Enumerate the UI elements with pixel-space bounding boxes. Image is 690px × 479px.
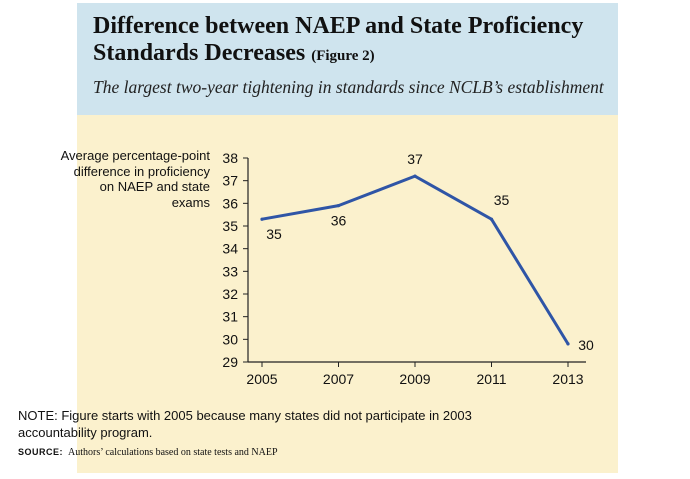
y-tick-label: 33 <box>222 263 238 279</box>
figure-source: SOURCE: Authors’ calculations based on st… <box>18 447 533 458</box>
figure-panel: Difference between NAEP and State Profic… <box>77 3 618 473</box>
data-label: 35 <box>494 192 510 208</box>
data-label: 36 <box>331 213 347 229</box>
source-text: Authors’ calculations based on state tes… <box>68 447 278 458</box>
y-tick-label: 35 <box>222 218 238 234</box>
chart-axes: 29 30 31 32 33 34 35 36 37 38 2005 2007 2009 2011 2013 <box>222 150 586 387</box>
chart-series <box>260 174 570 346</box>
figure-subtitle: The largest two-year tightening in stand… <box>93 77 604 97</box>
y-tick-label: 37 <box>222 173 238 189</box>
figure-label: (Figure 2) <box>311 48 375 64</box>
y-axis-label: Average percentage-point difference in p… <box>60 148 210 210</box>
source-label: SOURCE: <box>18 447 64 457</box>
data-point <box>413 174 417 178</box>
figure-title: Difference between NAEP and State Profic… <box>93 13 608 70</box>
x-tick-label: 2013 <box>552 371 583 387</box>
title-text: Difference between NAEP and State Profic… <box>93 13 584 66</box>
data-label: 35 <box>266 226 282 242</box>
figure-header: Difference between NAEP and State Profic… <box>77 3 618 115</box>
data-label: 37 <box>407 151 423 167</box>
chart-data-labels: 35 36 37 35 30 <box>266 151 594 353</box>
series-line <box>260 174 570 346</box>
y-tick-label: 29 <box>222 354 238 370</box>
x-tick-label: 2005 <box>246 371 277 387</box>
figure-note: NOTE: Figure starts with 2005 because ma… <box>18 408 472 440</box>
data-point <box>566 342 570 346</box>
x-tick-label: 2009 <box>399 371 430 387</box>
y-tick-label: 36 <box>222 195 238 211</box>
y-tick-label: 38 <box>222 150 238 166</box>
data-label: 30 <box>578 337 594 353</box>
y-tick-label: 30 <box>222 331 238 347</box>
data-point <box>489 217 494 221</box>
x-tick-label: 2011 <box>476 371 506 387</box>
x-tick-label: 2007 <box>323 371 354 387</box>
y-tick-label: 31 <box>222 309 238 325</box>
data-point <box>260 217 264 221</box>
data-point <box>336 204 341 208</box>
y-tick-label: 32 <box>222 286 238 302</box>
y-tick-label: 34 <box>222 241 238 257</box>
